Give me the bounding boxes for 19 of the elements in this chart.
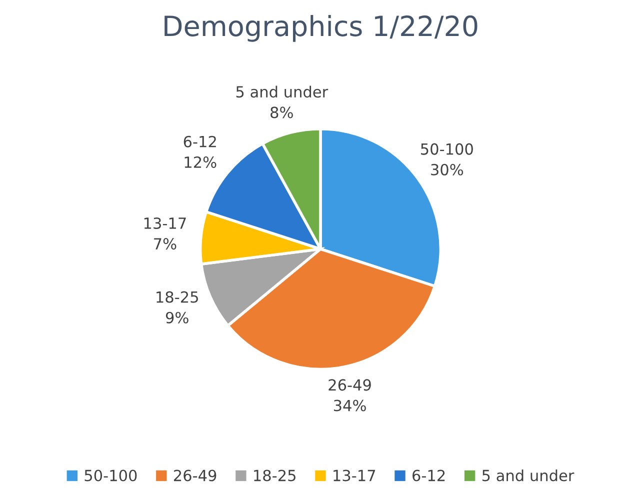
slice-label: 13-17	[144, 217, 186, 229]
slice-label: 26-49	[328, 379, 371, 391]
slice-label: 18-25	[156, 291, 198, 303]
data-label: 7%	[154, 238, 176, 250]
slice-label: 6-12	[184, 136, 216, 148]
data-label: 8%	[270, 106, 293, 118]
chart-title: Demographics 1/22/20	[164, 14, 478, 42]
slice-label: 5 and under	[236, 86, 328, 98]
data-label: 12%	[184, 156, 216, 168]
slice-label: 50-100	[421, 143, 473, 155]
legend-label: 18-25	[254, 470, 296, 482]
legend-label: 6-12	[412, 470, 445, 482]
legend-label: 13-17	[334, 470, 376, 482]
legend-label: 26-49	[174, 470, 216, 482]
data-label: 34%	[334, 400, 366, 412]
data-label: 30%	[431, 164, 464, 176]
legend-label: 5 and under	[482, 469, 574, 482]
data-label: 9%	[166, 312, 188, 324]
legend-label: 50-100	[84, 470, 137, 482]
